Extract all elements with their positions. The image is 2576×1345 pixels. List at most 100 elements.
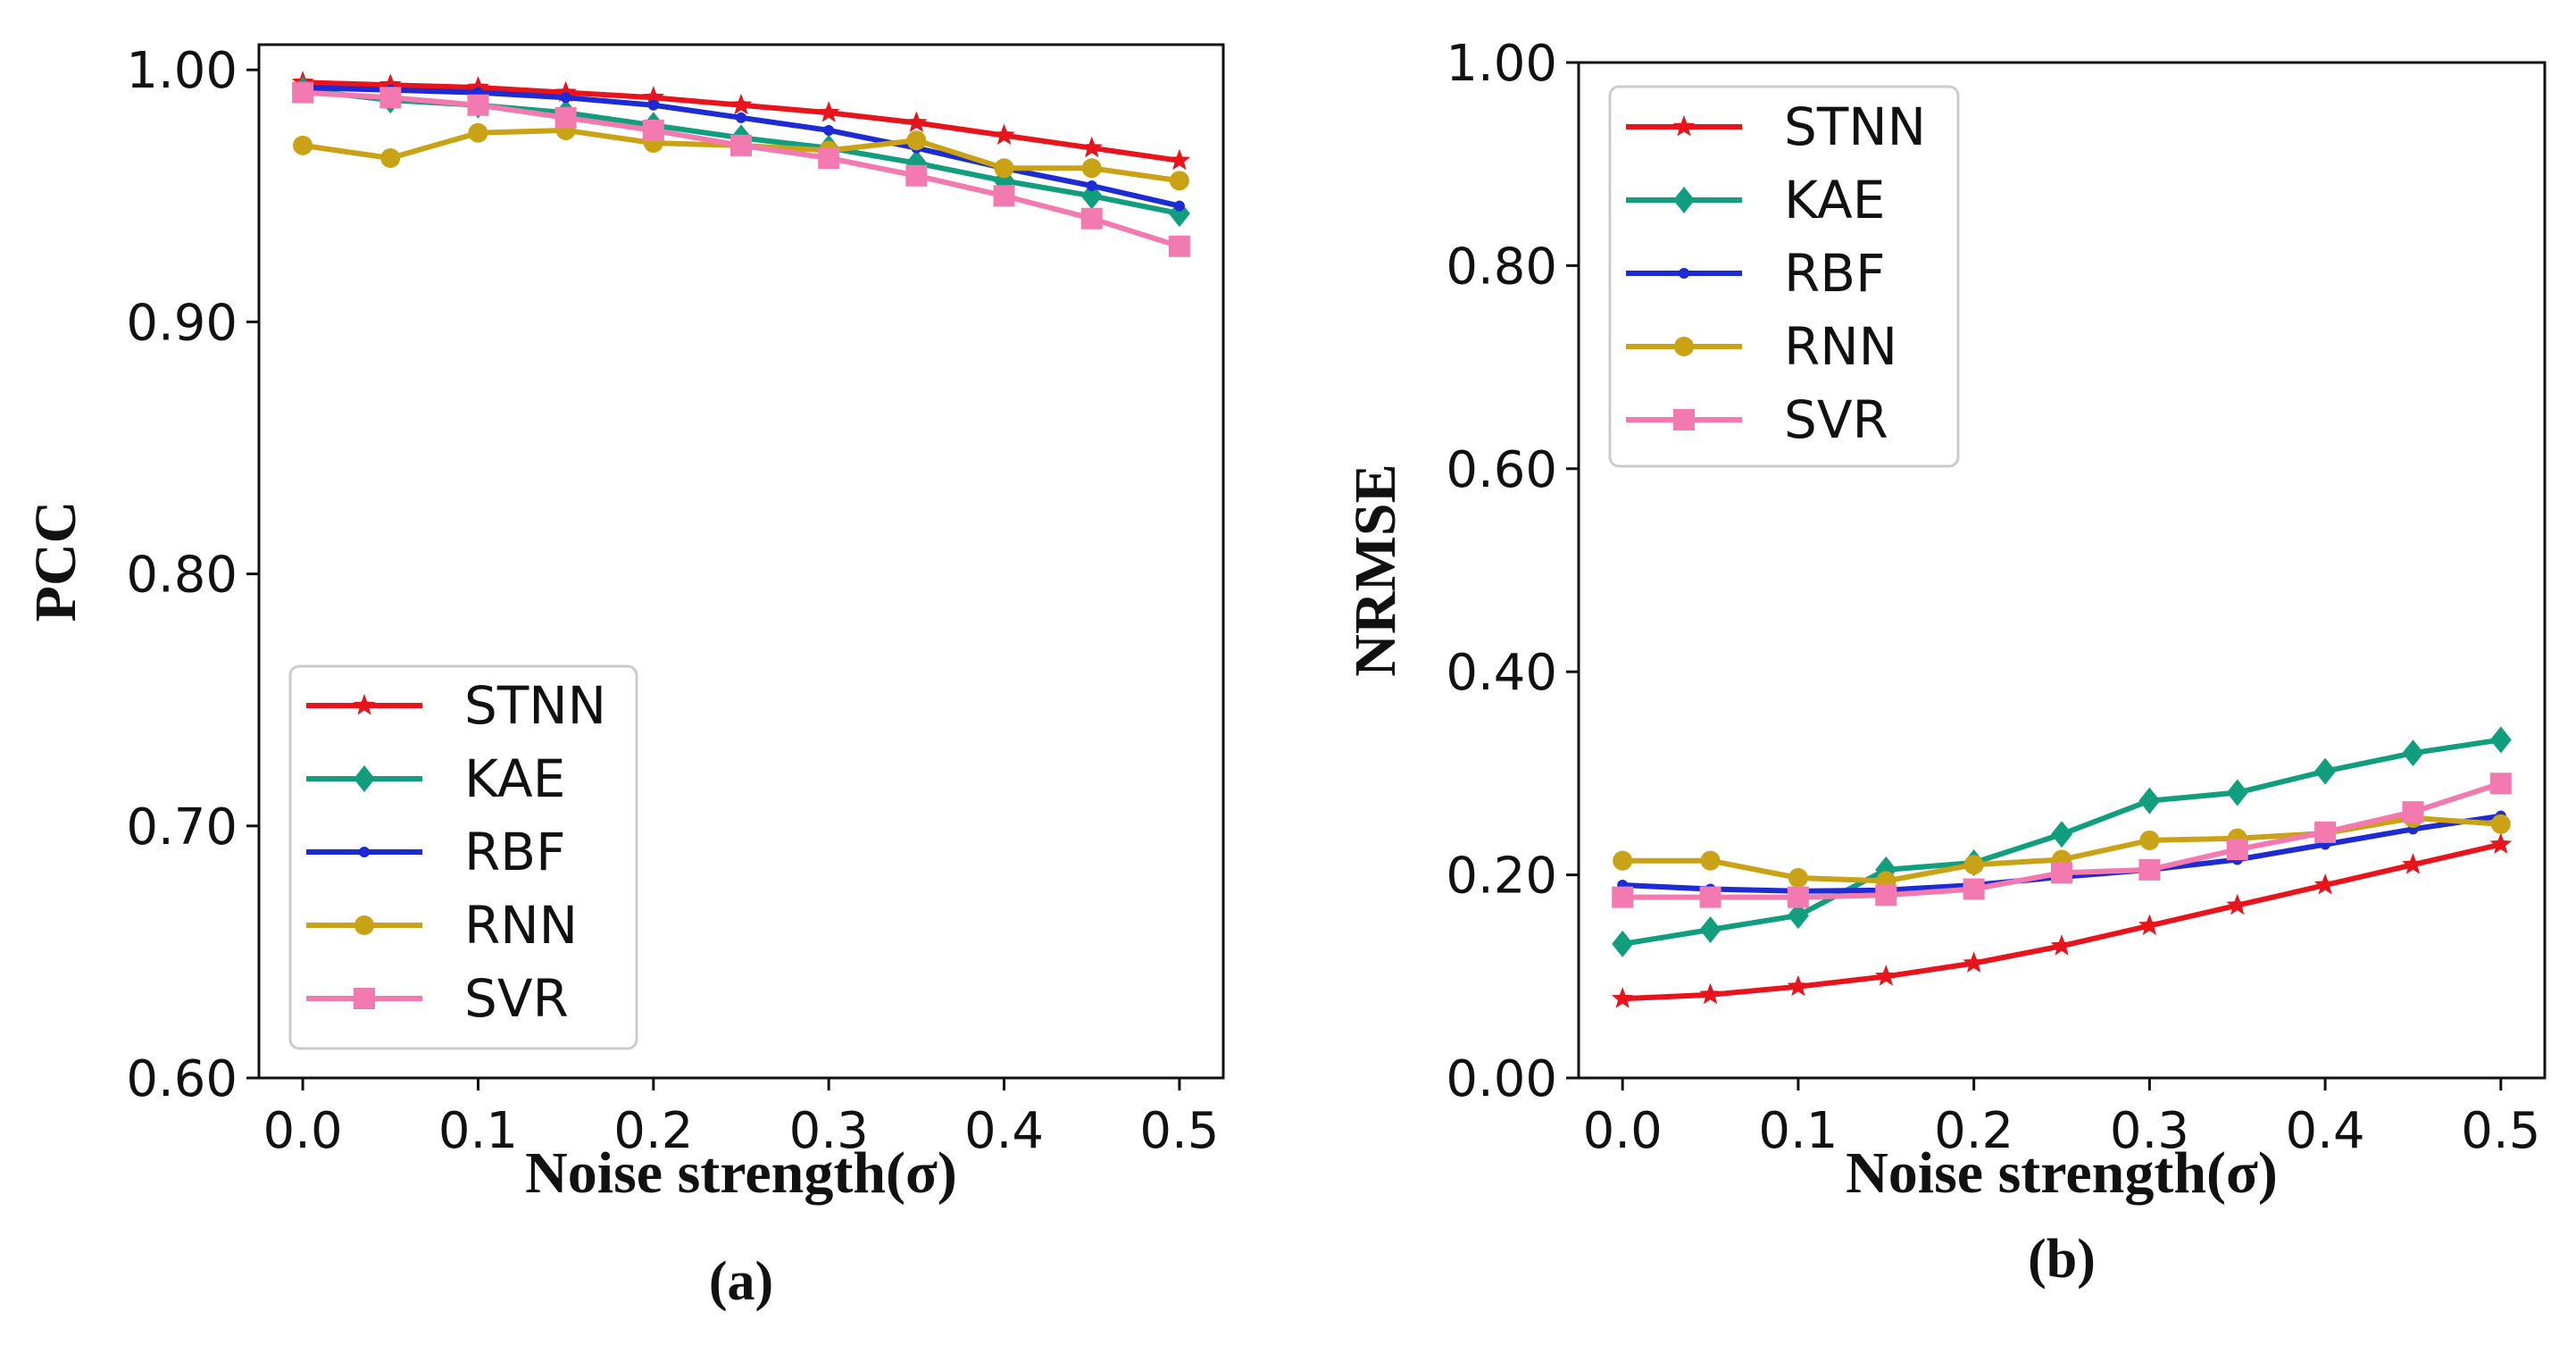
data-point-svr-a	[993, 185, 1015, 207]
data-point-stnn-a	[993, 123, 1015, 146]
x-axis-title-a: Noise strength(σ)	[525, 1140, 957, 1206]
data-point-svr-b	[2226, 839, 2248, 861]
x-tick-label-b: 0.5	[2461, 1102, 2540, 1160]
x-tick-label-a: 0.3	[789, 1102, 869, 1160]
x-tick-label-b: 0.1	[1758, 1102, 1838, 1160]
data-point-stnn-b	[1699, 982, 1722, 1005]
plot-frame-a	[257, 43, 1225, 1080]
data-point-rbf-a	[1173, 200, 1185, 212]
y-tick-label-b: 0.00	[1446, 1050, 1557, 1108]
legend-label-stnn-a: STNN	[464, 675, 606, 736]
data-point-rnn-a	[994, 158, 1014, 179]
panel-label-a: (a)	[709, 1251, 773, 1312]
series-stnn-a	[291, 71, 1191, 171]
legend-marker-rnn-b	[1674, 337, 1694, 356]
y-tick-label-a: 0.70	[126, 798, 238, 856]
y-axis-title-b: NRMSE	[1343, 464, 1408, 676]
legend-marker-stnn-b	[1672, 115, 1696, 137]
y-axis-title-a: PCC	[23, 501, 88, 622]
data-point-stnn-a	[554, 80, 577, 103]
y-tick-label-b: 0.80	[1446, 238, 1557, 296]
data-point-stnn-a	[642, 86, 665, 107]
data-point-rnn-a	[380, 147, 401, 168]
data-point-stnn-b	[2050, 934, 2073, 956]
data-point-svr-a	[1168, 235, 1190, 257]
data-point-stnn-a	[817, 101, 840, 122]
data-point-rnn-b	[1788, 868, 1808, 889]
data-point-stnn-b	[2226, 893, 2249, 915]
data-point-rbf-a	[823, 124, 835, 136]
legend-label-kae-b: KAE	[1784, 170, 1885, 230]
data-point-rnn-b	[2490, 814, 2511, 834]
data-point-kae-b	[2138, 787, 2161, 815]
data-point-stnn-a	[467, 76, 489, 97]
data-point-kae-b	[1612, 930, 1634, 957]
legend-box-a	[288, 664, 638, 1050]
chart-a: 0.60 0.70 0.80 0.90 1.00 0.0 0.1 0.2 0.3 0.4 0.5 No…	[23, 42, 1225, 1312]
data-point-rbf-a	[647, 99, 659, 111]
data-point-kae-b	[1699, 915, 1722, 943]
data-point-rnn-a	[1169, 171, 1189, 191]
data-point-svr-a	[905, 164, 928, 187]
data-point-svr-b	[2138, 858, 2161, 881]
legend-label-svr-b: SVR	[1784, 389, 1888, 450]
legend-label-rnn-b: RNN	[1784, 316, 1897, 377]
data-point-svr-b	[1787, 886, 1809, 908]
data-point-kae-b	[1787, 902, 1809, 930]
legend-label-kae-a: KAE	[464, 748, 565, 809]
data-point-rbf-a	[560, 92, 571, 104]
x-tick-label-a: 0.1	[438, 1102, 518, 1160]
data-point-svr-a	[1080, 207, 1103, 230]
data-point-stnn-b	[2138, 914, 2161, 935]
legend-a: STNN KAE RBF RNN SVR	[288, 664, 638, 1050]
data-point-svr-a	[379, 87, 402, 109]
legend-marker-kae-a	[354, 765, 375, 792]
series-svr-b	[1612, 773, 2512, 908]
data-point-svr-b	[1612, 886, 1634, 908]
data-point-stnn-b	[2402, 853, 2424, 874]
data-point-rnn-b	[2139, 830, 2160, 850]
data-point-rnn-a	[1081, 158, 1102, 179]
data-point-kae-b	[2402, 739, 2424, 767]
data-point-rnn-b	[1613, 850, 1633, 871]
data-point-rnn-b	[1963, 855, 1984, 875]
data-point-kae-b	[2051, 821, 2072, 848]
series-stnn-b	[1611, 832, 2513, 1008]
chart-b: 0.00 0.20 0.40 0.60 0.80 1.00 0.0 0.1 0.2 0.3 0.4 0…	[1343, 35, 2547, 1290]
y-tick-label-b: 0.60	[1446, 441, 1557, 499]
data-point-kae-b	[2226, 779, 2248, 806]
series-svr-a	[292, 81, 1190, 257]
y-tick-label-a: 0.80	[126, 547, 238, 605]
x-tick-label-b: 0.0	[1583, 1102, 1663, 1160]
x-tick-label-a: 0.2	[613, 1102, 693, 1160]
data-point-svr-b	[1699, 886, 1722, 908]
legend-box-b	[1608, 85, 1960, 468]
data-point-svr-b	[1963, 878, 1985, 900]
data-point-stnn-b	[2313, 873, 2337, 895]
data-point-svr-b	[2489, 773, 2512, 795]
data-point-svr-b	[2402, 801, 2424, 823]
y-tick-label-a: 1.00	[126, 42, 238, 100]
data-point-rnn-b	[1700, 850, 1721, 871]
legend-marker-svr-a	[354, 988, 375, 1009]
data-point-stnn-a	[1168, 148, 1191, 171]
x-axis-title-b: Noise strength(σ)	[1846, 1140, 2278, 1206]
legend-label-rbf-a: RBF	[464, 822, 565, 882]
x-tick-label-b: 0.3	[2110, 1102, 2189, 1160]
data-point-rbf-a	[1086, 180, 1097, 192]
legend-marker-svr-b	[1673, 409, 1695, 430]
legend-marker-rnn-a	[354, 915, 374, 935]
data-point-stnn-b	[2489, 832, 2513, 854]
data-point-stnn-b	[1963, 951, 1985, 973]
data-point-svr-a	[467, 94, 489, 116]
y-tick-label-b: 0.40	[1446, 644, 1557, 702]
data-point-svr-b	[1875, 884, 1897, 906]
data-point-kae-b	[2489, 726, 2512, 754]
x-tick-label-a: 0.4	[964, 1102, 1044, 1160]
series-kae-b	[1612, 726, 2512, 957]
legend-label-svr-a: SVR	[464, 968, 569, 1029]
legend-marker-rbf-a	[359, 847, 370, 857]
x-tick-label-b: 0.2	[1934, 1102, 2013, 1160]
data-point-stnn-a	[905, 111, 928, 132]
